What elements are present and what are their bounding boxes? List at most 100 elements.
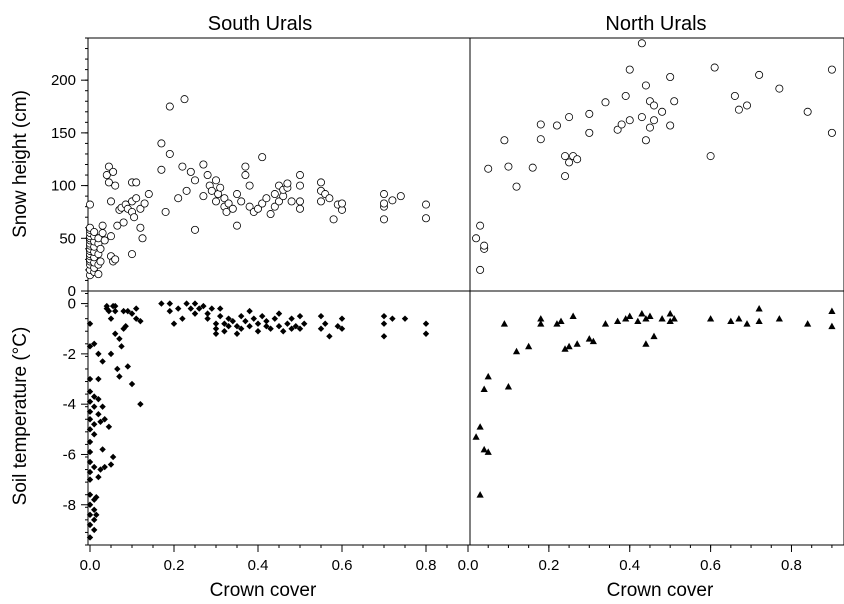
data-point xyxy=(585,128,594,137)
data-point xyxy=(484,448,492,455)
data-point xyxy=(561,172,570,181)
data-point xyxy=(480,241,489,250)
data-point xyxy=(380,333,388,340)
data-point xyxy=(179,315,186,322)
data-point xyxy=(187,305,194,312)
data-point xyxy=(86,458,94,466)
data-point xyxy=(204,310,211,317)
data-point xyxy=(86,200,95,209)
data-point xyxy=(775,84,784,93)
data-point xyxy=(211,197,220,206)
data-point xyxy=(241,171,250,180)
data-point xyxy=(296,312,304,320)
data-point xyxy=(642,315,650,322)
data-point xyxy=(199,160,208,169)
data-point xyxy=(178,162,187,171)
data-point xyxy=(637,113,646,122)
data-point xyxy=(338,325,346,332)
data-point xyxy=(626,312,634,320)
data-point xyxy=(258,153,267,162)
data-point xyxy=(270,202,279,211)
data-point xyxy=(128,380,136,388)
data-point xyxy=(288,325,295,332)
y-tick-label: 0 xyxy=(68,283,76,300)
data-point xyxy=(191,300,199,307)
data-point xyxy=(755,317,763,325)
data-point xyxy=(120,325,127,332)
data-point xyxy=(295,197,304,206)
data-point xyxy=(237,197,246,206)
data-point xyxy=(86,511,94,519)
data-point xyxy=(233,323,241,330)
data-point xyxy=(99,358,106,365)
data-point xyxy=(232,221,241,230)
data-point xyxy=(512,347,521,355)
data-point xyxy=(536,120,545,129)
data-point xyxy=(86,501,94,508)
data-point xyxy=(755,70,764,79)
data-point xyxy=(86,320,94,327)
data-point xyxy=(658,107,667,116)
data-point xyxy=(94,270,103,279)
data-point xyxy=(99,446,106,453)
data-point xyxy=(166,307,173,315)
data-point xyxy=(86,468,94,476)
data-point xyxy=(743,320,751,327)
data-point xyxy=(95,395,102,403)
data-point xyxy=(91,340,98,348)
data-point xyxy=(287,197,296,206)
data-point xyxy=(317,312,325,320)
data-point xyxy=(525,342,533,350)
y-tick-label: 50 xyxy=(59,230,76,247)
data-point xyxy=(380,320,388,327)
data-point xyxy=(114,365,121,373)
data-point xyxy=(254,328,262,335)
data-point xyxy=(472,234,481,243)
data-point xyxy=(217,312,224,320)
data-point xyxy=(183,300,190,307)
data-point xyxy=(827,65,836,74)
xlabel-crown-cover-north: Crown cover xyxy=(607,580,714,601)
data-point xyxy=(622,315,630,322)
data-point xyxy=(182,186,191,195)
data-point xyxy=(666,121,675,130)
data-point xyxy=(589,337,597,345)
data-point xyxy=(476,491,484,498)
data-point xyxy=(557,317,565,325)
data-point xyxy=(116,335,123,342)
data-point xyxy=(295,171,304,180)
data-point xyxy=(827,128,836,137)
data-point xyxy=(222,207,231,216)
data-point xyxy=(95,375,102,383)
data-point xyxy=(109,167,118,176)
data-point xyxy=(95,350,102,358)
x-tick-label: 0.4 xyxy=(248,557,269,574)
data-point xyxy=(396,192,405,201)
data-point xyxy=(98,229,107,238)
data-point xyxy=(262,194,271,203)
data-point xyxy=(107,461,115,468)
data-point xyxy=(225,315,232,322)
data-point xyxy=(573,340,581,347)
data-point xyxy=(95,473,102,481)
data-point xyxy=(175,305,182,312)
data-point xyxy=(120,307,127,315)
data-point xyxy=(422,330,430,337)
data-point xyxy=(666,310,674,317)
data-point xyxy=(621,91,630,100)
data-point xyxy=(229,317,236,325)
data-point xyxy=(484,164,493,173)
data-point xyxy=(536,135,545,144)
data-point xyxy=(650,101,659,110)
data-point xyxy=(165,149,174,158)
data-point xyxy=(585,335,593,342)
data-point xyxy=(86,426,94,433)
data-point xyxy=(288,315,295,322)
data-marks xyxy=(86,39,836,541)
data-point xyxy=(96,244,105,253)
data-point xyxy=(637,39,646,48)
data-point xyxy=(743,101,752,110)
data-point xyxy=(804,320,812,327)
data-point xyxy=(565,113,574,122)
data-point xyxy=(86,491,94,498)
